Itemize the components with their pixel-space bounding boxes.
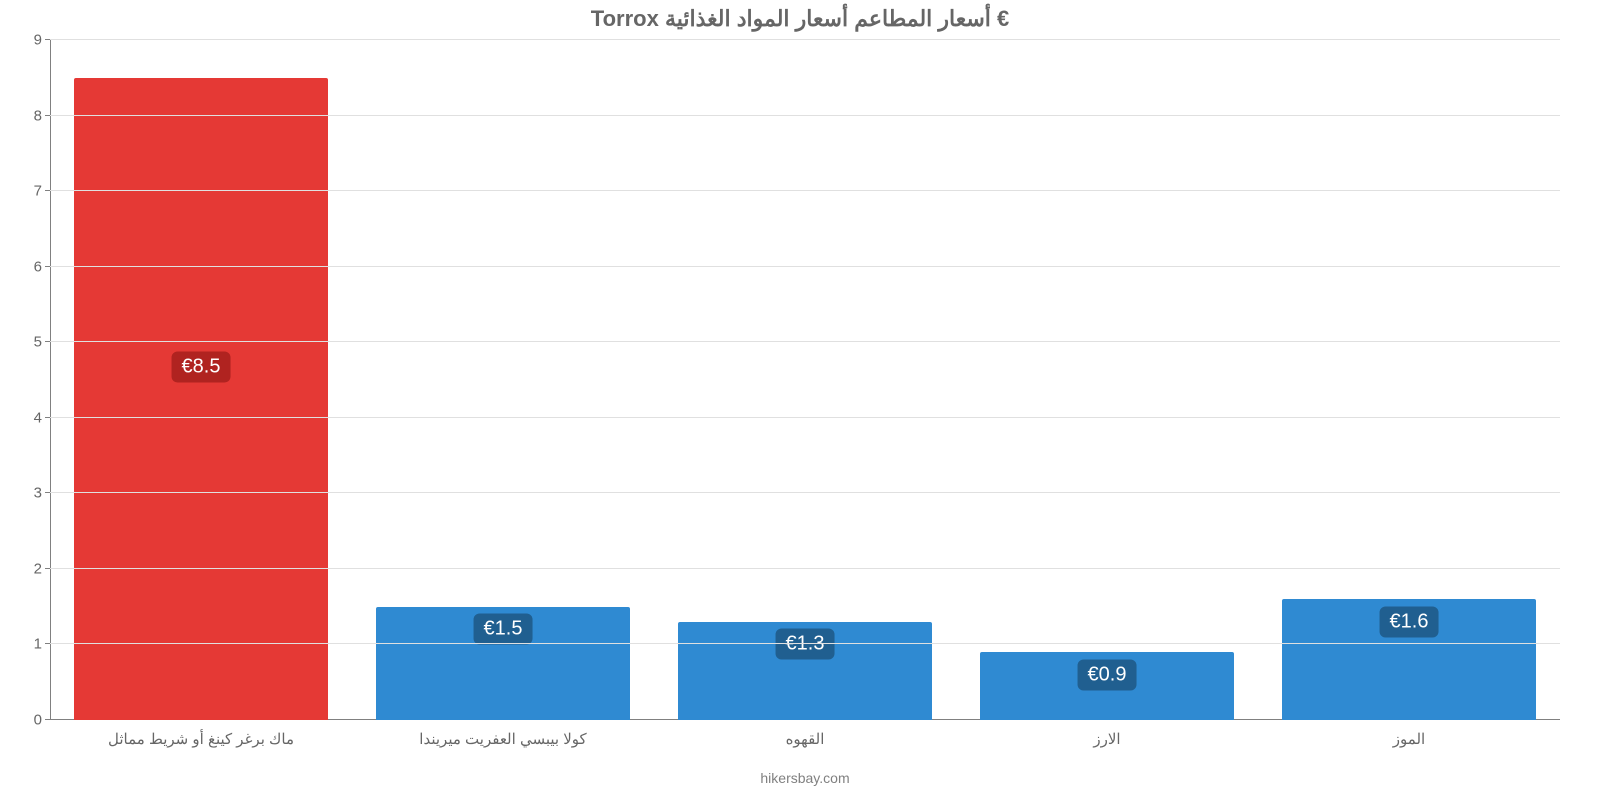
gridline (50, 568, 1560, 569)
y-tick-label: 9 (34, 32, 50, 49)
x-axis-label: كولا بيبسي العفريت ميريندا (419, 720, 586, 748)
x-axis-label: ماك برغر كينغ أو شريط مماثل (108, 720, 294, 748)
gridline (50, 39, 1560, 40)
gridline (50, 417, 1560, 418)
gridline (50, 643, 1560, 644)
plot-area: €8.5€1.5€1.3€0.9€1.6 0123456789ماك برغر … (50, 40, 1560, 720)
chart-title: € أسعار المطاعم أسعار المواد الغذائية To… (0, 6, 1600, 32)
y-tick-label: 4 (34, 409, 50, 426)
y-tick-label: 2 (34, 560, 50, 577)
value-badge: €1.6 (1380, 606, 1439, 637)
bar (74, 78, 328, 720)
value-badge: €0.9 (1078, 659, 1137, 690)
gridline (50, 190, 1560, 191)
value-badge: €8.5 (172, 351, 231, 382)
y-tick-label: 6 (34, 258, 50, 275)
gridline (50, 266, 1560, 267)
gridline (50, 492, 1560, 493)
y-tick-label: 5 (34, 334, 50, 351)
gridline (50, 341, 1560, 342)
y-tick-label: 1 (34, 636, 50, 653)
value-badge: €1.5 (474, 614, 533, 645)
y-tick-label: 3 (34, 485, 50, 502)
value-badge: €1.3 (776, 629, 835, 660)
y-tick-label: 0 (34, 712, 50, 729)
watermark-text: hikersbay.com (50, 770, 1560, 786)
plot-inner: €8.5€1.5€1.3€0.9€1.6 0123456789ماك برغر … (50, 40, 1560, 720)
gridline (50, 115, 1560, 116)
x-axis-label: القهوه (786, 720, 825, 748)
x-axis-label: الموز (1393, 720, 1425, 748)
price-chart: € أسعار المطاعم أسعار المواد الغذائية To… (0, 0, 1600, 800)
y-tick-label: 8 (34, 107, 50, 124)
bars-layer: €8.5 €1.5 €1.3 €0.9 €1.6 (50, 40, 1560, 720)
y-tick-label: 7 (34, 183, 50, 200)
x-axis-label: الارز (1093, 720, 1120, 748)
